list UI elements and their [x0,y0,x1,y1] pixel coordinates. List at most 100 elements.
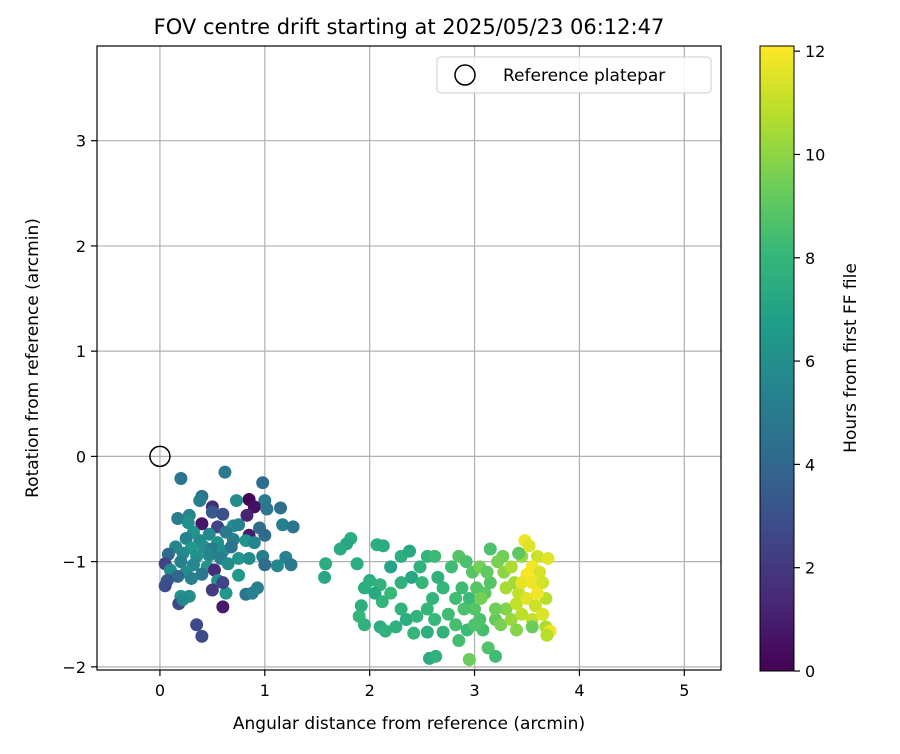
data-point [378,624,392,638]
data-point [489,649,503,663]
data-point [459,555,473,569]
data-point [522,539,536,553]
data-point [428,549,442,563]
data-point [491,555,505,569]
data-point [350,557,364,571]
data-point [375,595,389,609]
data-point [525,620,539,634]
data-point [530,549,544,563]
data-point [376,539,390,553]
y-tick-label: 0 [76,447,86,466]
data-point [174,555,188,569]
data-point [240,508,254,522]
data-point [410,609,424,623]
data-point [483,576,497,590]
data-point [357,618,371,632]
data-point [221,557,235,571]
x-tick-label: 4 [574,681,584,700]
data-point [190,618,204,632]
data-point [202,527,216,541]
data-point [536,607,550,621]
chart-title: FOV centre drift starting at 2025/05/23 … [154,15,665,39]
data-point [193,494,207,508]
data-point [483,542,497,556]
data-point [384,586,398,600]
data-point [181,516,195,530]
y-tick-label: −1 [62,553,86,572]
data-point [247,536,261,550]
data-point [158,579,172,593]
data-point [468,602,482,616]
data-point [504,560,518,574]
colorbar-tick-label: 8 [805,249,815,268]
data-point [512,546,526,560]
colorbar-tick-label: 4 [805,455,815,474]
data-point [470,581,484,595]
data-point [242,551,256,565]
data-point [452,634,466,648]
data-point [229,494,243,508]
reference-marker-group [149,445,171,468]
colorbar-scale [760,46,794,671]
data-point [462,591,476,605]
data-point [202,548,216,562]
data-point [205,505,219,519]
data-point [218,465,232,479]
colorbar-tick-label: 0 [805,662,815,681]
colorbar-tick-label: 2 [805,559,815,578]
data-point [528,599,542,613]
data-point [179,531,193,545]
data-point [457,602,471,616]
data-point [449,618,463,632]
data-point [436,581,450,595]
data-point [368,586,382,600]
data-point [247,500,261,514]
colorbar-frame [759,45,795,672]
data-point [224,540,238,554]
data-point [509,623,523,637]
data-point [232,551,246,565]
y-axis-ticks: −2 −1 0 1 2 3 [62,132,97,677]
plot-frame [96,45,722,671]
data-point [515,576,529,590]
data-point [428,612,442,626]
data-point [245,586,259,600]
x-tick-label: 1 [260,681,270,700]
plot-grid [97,46,721,670]
data-point [270,559,284,573]
data-point [333,542,347,556]
data-point [205,583,219,597]
y-tick-label: 1 [76,342,86,361]
colorbar-ticks: 0 2 4 6 8 10 12 [794,42,825,681]
data-point [420,625,434,639]
data-point [525,576,539,590]
legend-label-reference: Reference platepar [503,66,665,86]
data-point [195,567,209,581]
data-point [436,625,450,639]
data-point [232,518,246,532]
data-point [515,607,529,621]
data-point [184,571,198,585]
data-point [195,517,209,531]
data-point [258,528,272,542]
data-point [441,607,455,621]
data-point [207,563,221,577]
data-point [394,602,408,616]
data-point [468,618,482,632]
data-point [216,600,230,614]
data-point [504,612,518,626]
y-tick-label: 2 [76,237,86,256]
data-point [219,586,233,600]
data-points [158,465,557,666]
data-point [174,471,188,485]
data-point [195,629,209,643]
data-point [389,620,403,634]
colorbar-tick-label: 6 [805,352,815,371]
x-axis-ticks: 0 1 2 3 4 5 [155,670,689,700]
y-axis-label: Rotation from reference (arcmin) [23,218,43,498]
data-point [494,618,508,632]
data-point [405,570,419,584]
data-point [216,507,230,521]
data-point [530,586,544,600]
